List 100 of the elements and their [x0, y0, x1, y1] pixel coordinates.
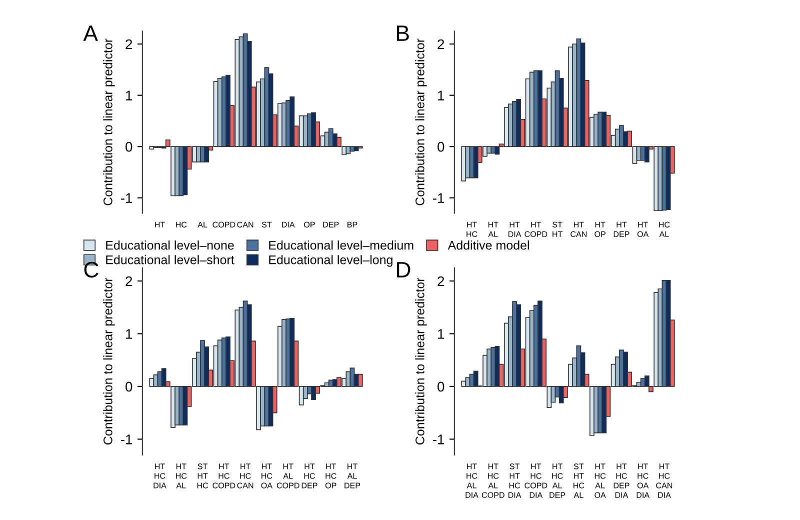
- y-axis-title: Contribution to linear predictor: [103, 38, 115, 206]
- bar: [623, 352, 628, 387]
- x-tick-label: HT HC AL DEP: [550, 464, 566, 498]
- bar: [658, 146, 663, 212]
- bar: [473, 146, 478, 178]
- bar: [606, 114, 611, 147]
- bar: [346, 146, 351, 154]
- chart-title: D: [397, 262, 410, 278]
- bar: [576, 38, 582, 147]
- bar: [311, 386, 316, 400]
- bar: [264, 386, 270, 426]
- x-tick-label: HT: [155, 222, 165, 228]
- x-tick-label: HT HC COPD: [212, 464, 236, 488]
- legend-label: Educational level–long: [269, 255, 392, 267]
- x-tick-label: AL: [198, 222, 208, 228]
- legend-label: Additive model: [448, 240, 529, 250]
- bar: [178, 146, 184, 196]
- bar: [264, 67, 270, 147]
- chart-title: A: [83, 26, 98, 41]
- x-tick-label: COPD: [212, 222, 236, 228]
- x-tick-label: ST HT HC AL: [574, 464, 584, 498]
- y-axis-title: Contribution to linear predictor: [415, 278, 427, 444]
- x-tick-label: HT HC: [466, 222, 478, 238]
- x-tick-label: BP: [348, 222, 358, 228]
- x-tick-label: ST HT HC: [197, 464, 208, 488]
- bar: [290, 318, 295, 387]
- x-tick-label: HT HC AL COPD: [482, 464, 504, 498]
- x-tick-label: HT HC AL: [176, 464, 187, 488]
- x-tick-label: HT AL COPD: [276, 464, 300, 488]
- bar: [149, 146, 154, 150]
- x-tick-label: HT HC AL DIA: [466, 464, 478, 498]
- y-tick-label: -1: [432, 193, 444, 203]
- x-tick-label: HT HC COPD DIA: [524, 464, 548, 498]
- x-tick-label: HT DEP: [614, 222, 630, 237]
- bar: [644, 146, 650, 162]
- y-tick-label: 0: [126, 142, 132, 152]
- x-tick-label: HT AL: [488, 222, 498, 237]
- bar: [178, 386, 184, 426]
- y-tick-label: -1: [120, 193, 132, 203]
- bar: [246, 304, 252, 387]
- y-tick-label: 2: [438, 39, 444, 50]
- y-tick-label: 1: [438, 329, 444, 339]
- bar: [346, 371, 351, 387]
- y-axis-title: Contribution to linear predictor: [415, 38, 427, 206]
- x-tick-label: HT AL DEP: [344, 464, 360, 488]
- x-tick-label: HT CAN: [570, 222, 587, 238]
- bar: [490, 347, 496, 387]
- x-tick-label: ST HT HC DIA: [508, 464, 522, 498]
- x-tick-label: CAN: [237, 222, 254, 228]
- bar: [461, 146, 466, 182]
- x-tick-label: HT HC OA: [261, 464, 272, 488]
- bar: [602, 112, 607, 147]
- x-tick-label: HT HC DEP DIA: [614, 464, 630, 498]
- bar: [516, 304, 522, 387]
- x-tick-label: HT HC OA DIA: [636, 464, 650, 498]
- x-tick-label: HT HC CAN DIA: [656, 464, 672, 498]
- bar: [336, 377, 342, 387]
- x-tick-label: OP: [304, 222, 315, 228]
- x-tick-label: HT OP: [594, 222, 606, 238]
- y-tick-label: 1: [126, 329, 132, 339]
- x-tick-label: HT OA: [637, 222, 649, 238]
- y-tick-label: 2: [126, 276, 132, 286]
- x-tick-label: HT HC CAN: [237, 464, 254, 488]
- y-tick-label: 1: [126, 90, 132, 100]
- x-tick-label: DIA: [282, 222, 295, 228]
- legend-label: Educational level–short: [106, 255, 234, 264]
- legend-label: Educational level–medium: [269, 240, 414, 250]
- y-tick-label: -1: [120, 434, 132, 444]
- bar: [602, 386, 607, 434]
- bar: [473, 370, 478, 387]
- bar: [358, 374, 363, 387]
- y-tick-label: -1: [432, 434, 444, 444]
- x-tick-label: DEP: [323, 222, 339, 228]
- bar: [538, 300, 542, 387]
- bar: [226, 74, 230, 147]
- x-tick-label: HT HC DIA: [154, 464, 166, 488]
- x-tick-label: HT COPD: [524, 222, 548, 238]
- y-tick-label: 1: [438, 90, 444, 100]
- bar: [576, 345, 582, 387]
- y-tick-label: 0: [126, 382, 132, 392]
- bar: [161, 368, 166, 387]
- bar: [204, 146, 210, 162]
- x-tick-label: HT HC DEP: [302, 464, 318, 488]
- bar: [516, 98, 522, 147]
- chart-title: C: [84, 262, 98, 278]
- y-tick-label: 2: [438, 276, 444, 286]
- x-tick-label: HC: [176, 222, 187, 228]
- x-tick-label: HT HC AL OA: [594, 464, 606, 498]
- x-tick-label: HC AL: [659, 222, 670, 237]
- y-tick-label: 0: [438, 142, 444, 152]
- bar: [354, 146, 359, 152]
- x-tick-label: HT DIA: [508, 222, 522, 237]
- bar: [149, 378, 154, 387]
- x-tick-label: ST HT: [552, 222, 562, 237]
- bar: [461, 380, 466, 387]
- chart-title: B: [397, 26, 409, 41]
- y-tick-label: 0: [438, 382, 444, 392]
- bar: [226, 336, 230, 387]
- y-axis-title: Contribution to linear predictor: [103, 278, 115, 444]
- y-tick-label: 2: [126, 39, 132, 50]
